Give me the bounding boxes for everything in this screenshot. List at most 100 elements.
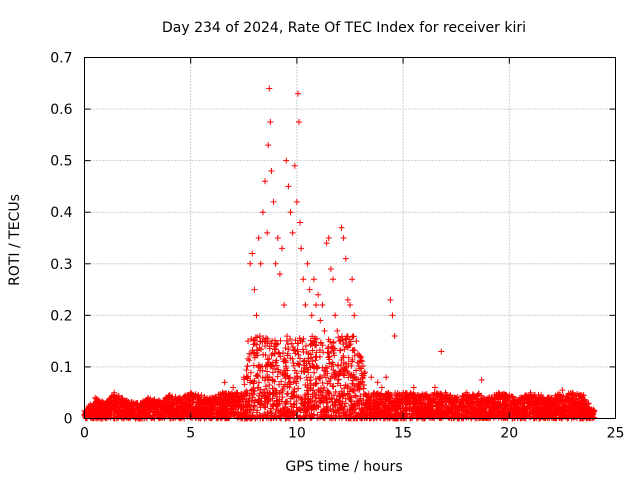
roti-background-point <box>213 414 220 421</box>
roti-background-point <box>270 402 277 409</box>
roti-background-point <box>148 400 155 407</box>
roti-background-point <box>261 377 268 384</box>
roti-background-point <box>397 396 404 403</box>
roti-background-point <box>459 395 466 402</box>
roti-point <box>123 397 130 404</box>
roti-background-point <box>453 411 460 418</box>
roti-background-point <box>188 393 195 400</box>
roti-background-point <box>569 390 576 397</box>
roti-background-point <box>335 334 342 341</box>
roti-background-point <box>346 336 353 343</box>
roti-background-point <box>246 357 253 364</box>
roti-background-point <box>312 399 319 406</box>
roti-background-point <box>325 377 332 384</box>
roti-background-point <box>284 341 291 348</box>
roti-background-point <box>393 405 400 412</box>
roti-background-point <box>346 407 353 414</box>
roti-point <box>155 397 162 404</box>
roti-background-point <box>271 351 278 358</box>
roti-background-point <box>312 353 319 360</box>
roti-background-point <box>179 410 186 417</box>
roti-background-point <box>360 385 367 392</box>
roti-background-point <box>248 336 255 343</box>
roti-background-point <box>283 408 290 415</box>
roti-background-point <box>529 407 536 414</box>
roti-background-point <box>325 390 332 397</box>
roti-background-point <box>305 358 312 365</box>
roti-background-point <box>244 390 251 397</box>
roti-background-point <box>239 395 246 402</box>
roti-point <box>389 312 396 319</box>
roti-background-point <box>221 402 228 409</box>
roti-point <box>506 392 513 399</box>
roti-point <box>321 327 328 334</box>
roti-background-point <box>532 397 539 404</box>
roti-point <box>270 198 277 205</box>
roti-point <box>336 338 343 345</box>
roti-background-point <box>406 410 413 417</box>
roti-background-point <box>185 404 192 411</box>
roti-background-point <box>348 402 355 409</box>
roti-background-point <box>272 391 279 398</box>
roti-background-point <box>257 401 264 408</box>
roti-background-point <box>284 373 291 380</box>
roti-background-point <box>196 403 203 410</box>
roti-point <box>111 389 118 396</box>
roti-background-point <box>260 335 267 342</box>
roti-background-point <box>340 392 347 399</box>
roti-background-point <box>255 379 262 386</box>
roti-background-point <box>295 385 302 392</box>
roti-background-point <box>441 398 448 405</box>
roti-background-point <box>336 402 343 409</box>
roti-background-point <box>559 397 566 404</box>
roti-background-point <box>107 412 114 419</box>
roti-background-point <box>366 405 373 412</box>
roti-point <box>378 384 385 391</box>
roti-background-point <box>348 394 355 401</box>
roti-background-point <box>307 342 314 349</box>
roti-background-point <box>352 392 359 399</box>
x-tick-label: 5 <box>186 426 195 442</box>
roti-point <box>342 255 349 262</box>
roti-background-point <box>299 346 306 353</box>
roti-background-point <box>174 400 181 407</box>
roti-point <box>296 118 303 125</box>
roti-background-point <box>464 403 471 410</box>
roti-background-point <box>289 355 296 362</box>
roti-background-point <box>356 398 363 405</box>
roti-point <box>387 296 394 303</box>
roti-background-point <box>190 399 197 406</box>
roti-background-point <box>509 393 516 400</box>
roti-background-point <box>379 399 386 406</box>
roti-background-point <box>86 412 93 419</box>
roti-point <box>315 291 322 298</box>
roti-background-point <box>357 365 364 372</box>
roti-background-point <box>111 406 118 413</box>
roti-background-point <box>264 368 271 375</box>
roti-background-point <box>332 369 339 376</box>
roti-background-point <box>524 396 531 403</box>
roti-background-point <box>267 410 274 417</box>
roti-point <box>219 389 226 396</box>
roti-background-point <box>224 414 231 421</box>
roti-background-point <box>244 404 251 411</box>
roti-background-point <box>555 395 562 402</box>
roti-background-point <box>267 396 274 403</box>
roti-background-point <box>507 404 514 411</box>
roti-background-point <box>417 412 424 419</box>
roti-background-point <box>373 408 380 415</box>
roti-background-point <box>269 385 276 392</box>
roti-background-point <box>254 407 261 414</box>
roti-background-point <box>279 394 286 401</box>
roti-background-point <box>332 399 339 406</box>
roti-background-point <box>334 406 341 413</box>
roti-point <box>319 302 326 309</box>
roti-background-point <box>539 409 546 416</box>
roti-background-point <box>349 380 356 387</box>
plot-frame <box>84 57 616 419</box>
roti-point <box>438 348 445 355</box>
roti-point <box>262 178 269 185</box>
roti-point <box>198 392 205 399</box>
roti-background-point <box>361 370 368 377</box>
roti-background-point <box>172 396 179 403</box>
